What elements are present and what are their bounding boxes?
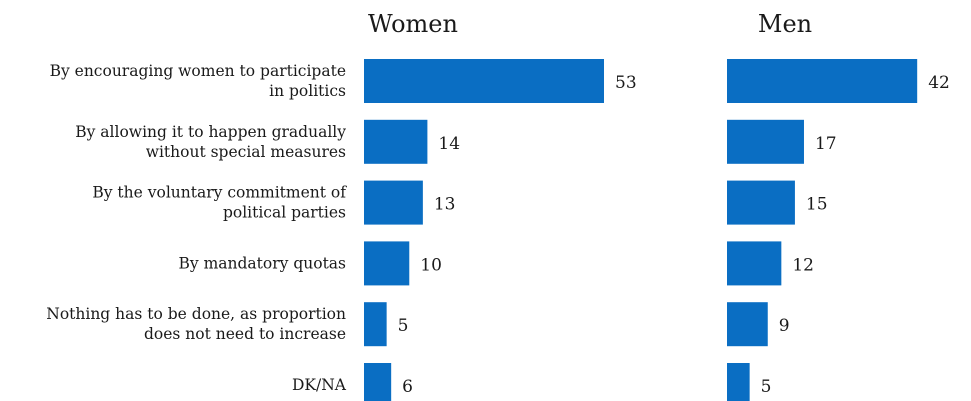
bar-1-0 bbox=[727, 59, 917, 103]
bar-1-5 bbox=[727, 363, 750, 401]
bar-0-5 bbox=[364, 363, 391, 401]
panel-title-1: Men bbox=[758, 10, 812, 38]
data-label-1-0: 42 bbox=[928, 73, 950, 93]
data-label-0-2: 13 bbox=[434, 195, 456, 215]
data-label-0-4: 5 bbox=[398, 316, 409, 336]
data-label-1-4: 9 bbox=[779, 316, 790, 336]
bar-0-0 bbox=[364, 59, 604, 103]
category-label-5-0: DK/NA bbox=[292, 376, 347, 394]
bar-1-3 bbox=[727, 241, 781, 285]
category-label-3-0: By mandatory quotas bbox=[179, 254, 347, 272]
data-label-0-3: 10 bbox=[420, 255, 442, 275]
data-label-1-2: 15 bbox=[806, 195, 828, 215]
category-label-0-0: By encouraging women to participate bbox=[50, 62, 346, 80]
bar-1-4 bbox=[727, 302, 768, 346]
data-label-0-5: 6 bbox=[402, 377, 413, 397]
category-label-4-1: does not need to increase bbox=[144, 325, 346, 343]
bar-0-3 bbox=[364, 241, 409, 285]
category-label-1-0: By allowing it to happen gradually bbox=[75, 123, 346, 141]
bar-0-1 bbox=[364, 120, 427, 164]
bar-0-4 bbox=[364, 302, 387, 346]
category-label-1-1: without special measures bbox=[146, 143, 346, 161]
data-label-1-5: 5 bbox=[761, 377, 772, 397]
bar-1-2 bbox=[727, 181, 795, 225]
panel-title-0: Women bbox=[368, 10, 458, 38]
data-label-1-1: 17 bbox=[815, 134, 837, 154]
data-label-0-0: 53 bbox=[615, 73, 637, 93]
data-label-0-1: 14 bbox=[438, 134, 460, 154]
category-label-0-1: in politics bbox=[269, 82, 346, 100]
bar-0-2 bbox=[364, 181, 423, 225]
bar-1-1 bbox=[727, 120, 804, 164]
data-label-1-3: 12 bbox=[792, 255, 814, 275]
category-label-4-0: Nothing has to be done, as proportion bbox=[46, 305, 346, 323]
category-label-2-0: By the voluntary commitment of bbox=[92, 184, 347, 202]
category-label-2-1: political parties bbox=[223, 204, 346, 222]
